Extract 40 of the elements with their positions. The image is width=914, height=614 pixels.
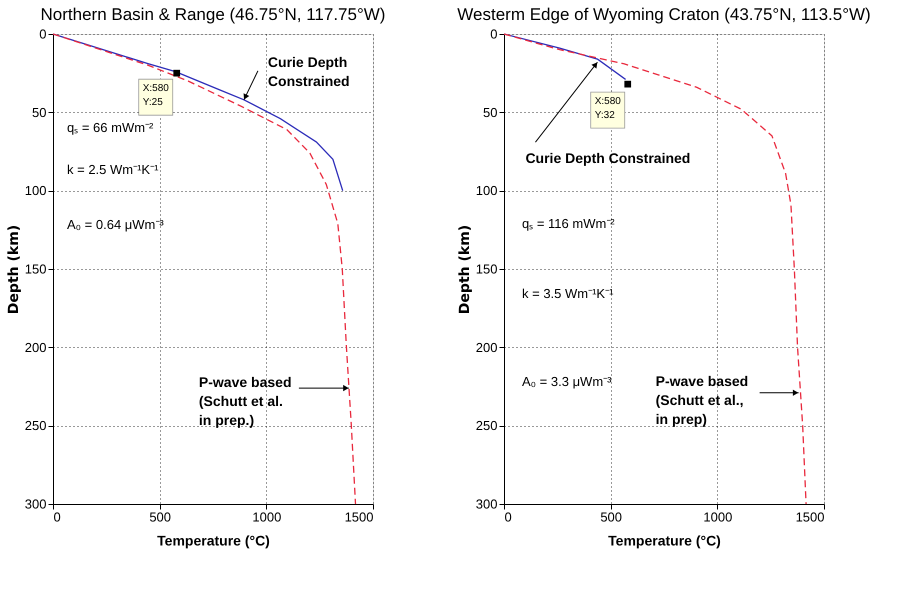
x-tick-label: 1000 bbox=[252, 510, 282, 524]
annotation: k = 3.5 Wm⁻¹K⁻¹ bbox=[522, 286, 614, 301]
annotation: k = 2.5 Wm⁻¹K⁻¹ bbox=[67, 162, 160, 177]
x-tick-label: 1500 bbox=[344, 510, 374, 524]
annotation: P-wave based (Schutt et al., in prep) bbox=[656, 372, 748, 427]
x-tick-label: 500 bbox=[600, 510, 622, 524]
y-tick-label: 250 bbox=[24, 418, 46, 434]
annotation: Curie Depth Constrained bbox=[268, 54, 350, 89]
y-tick-label: 100 bbox=[24, 183, 46, 198]
x-tick-label: 0 bbox=[504, 510, 512, 524]
annotation: A₀ = 0.64 μWm⁻³ bbox=[67, 217, 164, 232]
annotation: Curie Depth Constrained bbox=[525, 150, 690, 166]
x-tick-label: 0 bbox=[54, 510, 61, 524]
y-tick-label: 50 bbox=[483, 104, 498, 120]
annotation: X:580 Y:25 bbox=[142, 83, 170, 108]
annotation: qₛ = 116 mWm⁻² bbox=[522, 216, 616, 231]
x-tick-label: 1500 bbox=[796, 510, 824, 524]
annotation: qₛ = 66 mWm⁻² bbox=[67, 120, 154, 135]
y-tick-label: 50 bbox=[32, 104, 46, 120]
annotation: X:580 Y:32 bbox=[594, 96, 622, 122]
x-tick-label: 500 bbox=[149, 510, 172, 524]
y-tick-label: 300 bbox=[476, 496, 498, 512]
chart-title: Westerm Edge of Wyoming Craton (43.75°N, 113.5°W) bbox=[457, 5, 871, 24]
x-tick-label: 1000 bbox=[703, 510, 732, 524]
y-axis-title: Depth (km) bbox=[6, 224, 22, 314]
y-tick-label: 0 bbox=[490, 26, 498, 42]
chart-title: Northern Basin & Range (46.75°N, 117.75°W) bbox=[40, 5, 386, 24]
y-tick-label: 150 bbox=[24, 262, 46, 276]
y-tick-label: 0 bbox=[39, 26, 46, 42]
annotation: P-wave based (Schutt et al. in prep.) bbox=[198, 374, 292, 428]
y-tick-label: 250 bbox=[476, 418, 498, 434]
y-tick-label: 150 bbox=[476, 262, 498, 276]
x-axis-title: Temperature (°C) bbox=[157, 532, 270, 548]
y-axis-title: Depth (km) bbox=[456, 224, 473, 314]
x-axis-title: Temperature (°C) bbox=[608, 532, 721, 548]
y-tick-label: 300 bbox=[24, 496, 46, 512]
annotation: A₀ = 3.3 μWm⁻³ bbox=[522, 374, 612, 389]
y-tick-label: 200 bbox=[24, 340, 46, 355]
y-tick-label: 200 bbox=[476, 340, 498, 355]
y-tick-label: 100 bbox=[476, 183, 498, 198]
